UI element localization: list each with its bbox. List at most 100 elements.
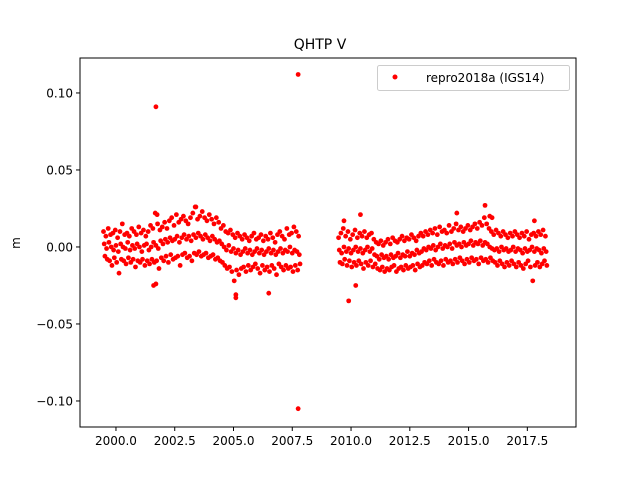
data-point — [412, 267, 418, 273]
data-point — [154, 212, 160, 218]
data-point — [429, 263, 435, 268]
data-point — [199, 209, 205, 214]
data-point — [113, 243, 119, 248]
data-point — [186, 233, 192, 239]
data-point — [169, 215, 175, 221]
data-point — [243, 269, 249, 275]
data-point — [491, 232, 497, 238]
data-point — [207, 238, 213, 244]
data-point — [346, 258, 352, 264]
data-point — [140, 256, 145, 262]
data-point — [197, 213, 203, 219]
data-point — [358, 212, 363, 218]
data-point — [161, 258, 167, 264]
data-point — [353, 283, 359, 288]
data-point — [159, 224, 165, 230]
data-point — [174, 233, 180, 239]
data-point — [362, 229, 367, 234]
data-point — [473, 256, 479, 262]
data-point — [368, 258, 373, 264]
x-tick-label: 2000.0 — [95, 434, 137, 448]
data-point — [444, 230, 450, 236]
x-tick-label: 2002.5 — [154, 434, 196, 448]
data-point — [246, 238, 252, 244]
data-point — [153, 104, 159, 110]
data-point — [406, 236, 412, 242]
data-point — [233, 295, 239, 301]
data-point — [365, 263, 371, 268]
data-point — [163, 253, 169, 259]
y-tick-label: −0.05 — [36, 317, 73, 331]
legend-box — [377, 65, 570, 91]
data-point — [482, 202, 488, 208]
data-point — [521, 233, 527, 239]
data-point — [132, 246, 138, 251]
plot-frame — [79, 57, 577, 428]
data-point — [539, 250, 544, 256]
data-point — [134, 232, 139, 238]
data-point — [116, 270, 122, 276]
data-point — [156, 266, 162, 271]
data-point — [450, 261, 456, 267]
data-point — [345, 229, 351, 234]
data-point — [520, 250, 526, 256]
data-point — [538, 232, 544, 238]
data-point — [495, 263, 500, 268]
data-point — [160, 241, 166, 247]
y-tick-label: 0.00 — [46, 240, 73, 254]
data-point — [288, 264, 294, 270]
data-point — [258, 232, 264, 238]
data-point — [505, 235, 511, 241]
data-point — [177, 263, 183, 268]
data-point — [247, 247, 253, 253]
data-point — [265, 236, 271, 242]
data-point — [227, 264, 232, 270]
data-point — [209, 216, 215, 222]
data-point — [235, 247, 241, 253]
data-point — [341, 218, 347, 224]
data-point — [241, 264, 247, 270]
data-point — [277, 229, 283, 234]
data-point — [224, 247, 229, 253]
data-point — [111, 255, 117, 261]
data-point — [342, 256, 348, 262]
data-point — [242, 246, 248, 251]
data-point — [466, 259, 472, 265]
data-point — [168, 252, 174, 258]
data-point — [271, 266, 277, 271]
data-point — [165, 259, 171, 265]
data-point — [295, 72, 301, 77]
data-point — [513, 264, 519, 270]
data-point — [123, 261, 129, 267]
data-point — [210, 252, 216, 258]
data-point — [517, 235, 522, 241]
data-point — [531, 218, 537, 224]
data-point — [487, 213, 493, 219]
data-point — [181, 213, 186, 219]
data-point — [236, 272, 242, 278]
data-point — [343, 233, 349, 239]
data-point — [425, 232, 431, 238]
data-point — [459, 244, 464, 250]
data-point — [297, 261, 303, 267]
legend-marker — [392, 74, 398, 80]
data-point — [292, 263, 298, 268]
data-point — [126, 233, 132, 239]
data-point — [164, 226, 170, 231]
data-point — [145, 229, 151, 234]
data-point — [228, 227, 233, 233]
data-point — [359, 233, 365, 239]
data-point — [139, 249, 145, 254]
x-tick-label: 2012.5 — [389, 434, 431, 448]
data-point — [254, 246, 260, 251]
data-point — [430, 230, 436, 236]
data-point — [434, 232, 440, 238]
data-point — [181, 232, 187, 238]
data-point — [190, 210, 196, 216]
data-point — [347, 236, 353, 242]
data-point — [272, 239, 278, 245]
data-point — [295, 267, 301, 273]
data-point — [420, 233, 426, 239]
data-point — [446, 223, 452, 228]
data-point — [136, 224, 142, 230]
